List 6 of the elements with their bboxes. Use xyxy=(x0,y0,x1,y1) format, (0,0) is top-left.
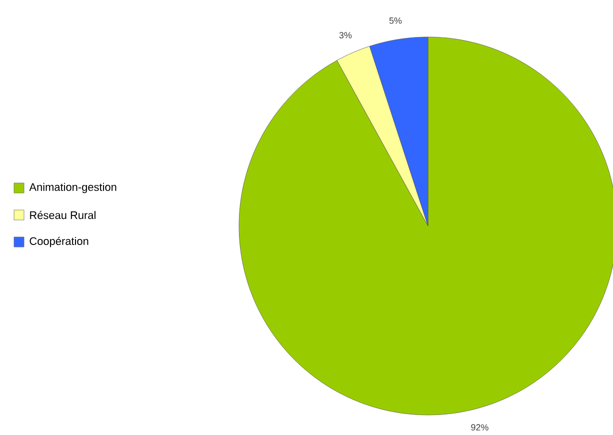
data-label: 92% xyxy=(471,424,488,431)
data-label: 5% xyxy=(389,17,402,24)
data-label: 3% xyxy=(339,32,352,38)
legend-label: Coopération xyxy=(30,236,88,248)
legend-label: Réseau Rural xyxy=(30,210,96,220)
legend-label: Animation-gestion xyxy=(29,182,116,194)
